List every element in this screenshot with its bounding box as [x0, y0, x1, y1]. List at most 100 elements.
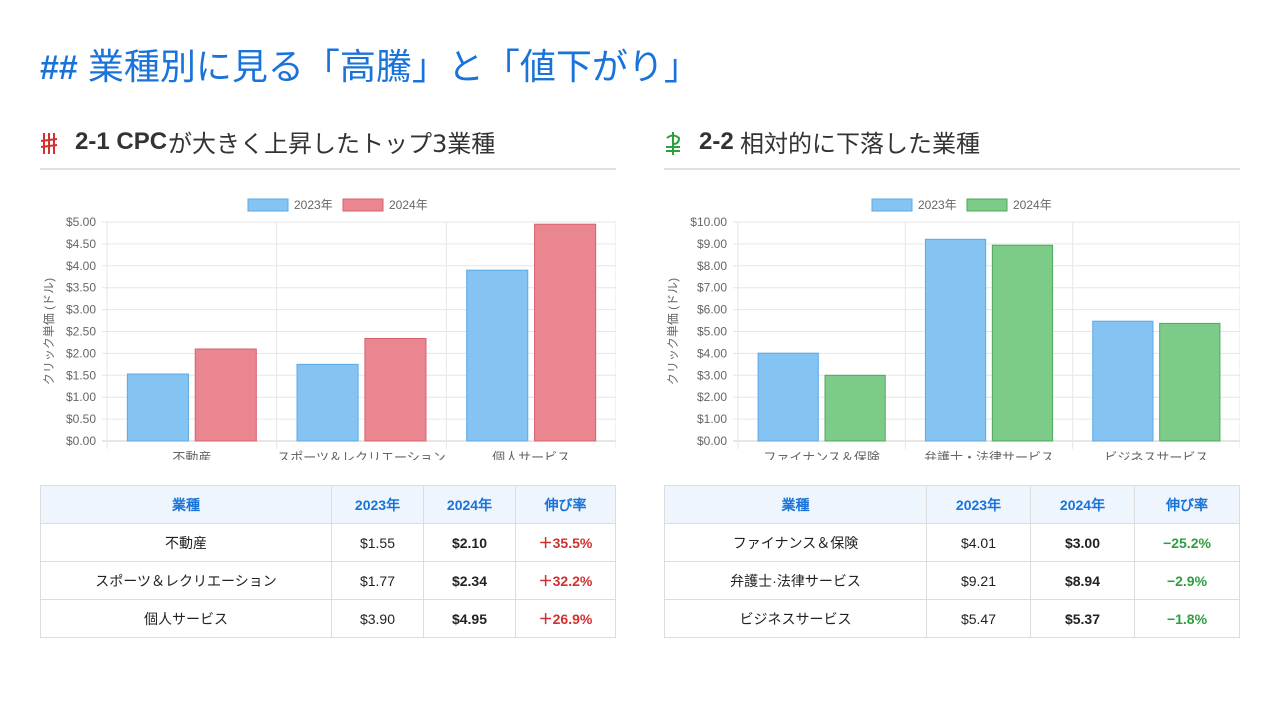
cell-industry: スポーツ＆レクリエーション	[40, 561, 332, 600]
cell-industry: 不動産	[40, 523, 332, 562]
y-tick-label: $4.50	[66, 237, 96, 251]
rising-table: 業種 2023年 2024年 伸び率 不動産 $1.55 $2.10 ＋35.5…	[40, 485, 616, 638]
cell-2024: $8.94	[1030, 561, 1135, 600]
cell-2023: $1.55	[331, 523, 424, 562]
y-tick-label: $7.00	[697, 281, 727, 295]
panel-rising: 2-1 CPC が大きく上昇したトップ3業種 2023年 2024年 $0.00 $0…	[40, 118, 616, 648]
y-tick-label: $3.00	[697, 368, 727, 382]
legend-label: 2023年	[918, 198, 957, 212]
cpc-rising-bar-chart: 2023年 2024年 $0.00 $0.50 $1.00 $1.50 $2.00 $2.50…	[42, 198, 616, 460]
trend-up-icon	[40, 133, 58, 154]
cell-2024: $4.95	[423, 599, 516, 638]
bar	[296, 363, 359, 442]
col-header-2024: 2024年	[1030, 485, 1135, 524]
cell-2023: $1.77	[331, 561, 424, 600]
cell-growth: ＋35.5%	[515, 523, 616, 562]
legend-swatch	[871, 198, 913, 212]
bar	[364, 338, 427, 442]
col-header-industry: 業種	[40, 485, 332, 524]
y-tick-label: $2.00	[66, 346, 96, 360]
bar	[1159, 322, 1221, 442]
bar	[924, 238, 987, 442]
cell-industry: ビジネスサービス	[664, 599, 927, 638]
cell-growth: ＋32.2%	[515, 561, 616, 600]
y-tick-label: $0.00	[66, 434, 96, 448]
bar	[194, 348, 257, 442]
section-header-falling: 2-2 相対的に下落した業種	[664, 118, 1240, 170]
page-title: ## 業種別に見る「高騰」と「値下がり」	[40, 38, 700, 88]
col-header-growth: 伸び率	[1134, 485, 1240, 524]
y-tick-label: $6.00	[697, 303, 727, 317]
col-header-industry: 業種	[664, 485, 927, 524]
section-number: 2-1 CPC	[75, 128, 168, 155]
col-header-2023: 2023年	[331, 485, 424, 524]
bar	[757, 352, 819, 442]
panel-falling: 2-2 相対的に下落した業種 2023年 2024年 $0.00 $1.00 $2.00…	[664, 118, 1240, 648]
cell-growth: −25.2%	[1134, 523, 1240, 562]
legend-swatch	[247, 198, 289, 212]
bar	[126, 373, 189, 442]
legend-label: 2024年	[1013, 198, 1052, 212]
bar	[824, 374, 886, 442]
y-tick-label: $5.00	[66, 215, 96, 229]
cell-growth: ＋26.9%	[515, 599, 616, 638]
section-header-rising: 2-1 CPC が大きく上昇したトップ3業種	[40, 118, 616, 170]
y-tick-label: $2.00	[697, 390, 727, 404]
cell-2024: $2.34	[423, 561, 516, 600]
cell-2023: $5.47	[926, 599, 1031, 638]
x-tick-label: 個人サービス	[492, 450, 570, 460]
bar	[1092, 320, 1154, 442]
legend-label: 2023年	[294, 198, 333, 212]
col-header-2024: 2024年	[423, 485, 516, 524]
x-tick-label: スポーツ＆レクリエーション	[277, 450, 445, 460]
falling-table: 業種 2023年 2024年 伸び率 ファイナンス＆保険 $4.01 $3.00…	[664, 485, 1240, 638]
bar	[534, 223, 597, 442]
y-tick-label: $9.00	[697, 237, 727, 251]
cell-2024: $3.00	[1030, 523, 1135, 562]
cell-2024: $5.37	[1030, 599, 1135, 638]
y-tick-label: $8.00	[697, 259, 727, 273]
y-tick-label: $1.00	[66, 390, 96, 404]
y-tick-label: $4.00	[66, 259, 96, 273]
table-row: 不動産 $1.55 $2.10 ＋35.5%	[40, 523, 616, 562]
legend-swatch	[966, 198, 1008, 212]
y-tick-label: $1.50	[66, 368, 96, 382]
y-axis-label: クリック単価 (ドル)	[666, 278, 680, 385]
table-header-row: 業種 2023年 2024年 伸び率	[664, 485, 1240, 524]
bar	[466, 269, 529, 442]
cpc-falling-bar-chart: 2023年 2024年 $0.00 $1.00 $2.00 $3.00 $4.00 $5.00…	[666, 198, 1240, 460]
y-tick-label: $1.00	[697, 412, 727, 426]
cell-growth: −1.8%	[1134, 599, 1240, 638]
legend-label: 2024年	[389, 198, 428, 212]
x-tick-label: 不動産	[172, 450, 211, 460]
y-tick-label: $3.00	[66, 303, 96, 317]
x-tick-label: 弁護士・法律サービス	[924, 450, 1054, 460]
col-header-growth: 伸び率	[515, 485, 616, 524]
cell-2023: $9.21	[926, 561, 1031, 600]
title-text: 業種別に見る「高騰」と「値下がり」	[87, 47, 700, 88]
y-axis-label: クリック単価 (ドル)	[42, 278, 56, 385]
y-tick-label: $4.00	[697, 346, 727, 360]
section-title: が大きく上昇したトップ3業種	[168, 130, 496, 158]
y-tick-label: $0.00	[697, 434, 727, 448]
x-tick-label: ビジネスサービス	[1104, 450, 1208, 460]
y-tick-label: $3.50	[66, 281, 96, 295]
section-number: 2-2	[699, 128, 734, 155]
cell-growth: −2.9%	[1134, 561, 1240, 600]
table-row: スポーツ＆レクリエーション $1.77 $2.34 ＋32.2%	[40, 561, 616, 600]
y-tick-label: $10.00	[690, 215, 727, 229]
section-title: 相対的に下落した業種	[740, 130, 980, 158]
cell-2024: $2.10	[423, 523, 516, 562]
y-tick-label: $0.50	[66, 412, 96, 426]
y-tick-label: $5.00	[697, 325, 727, 339]
trend-down-icon	[666, 132, 681, 155]
table-header-row: 業種 2023年 2024年 伸び率	[40, 485, 616, 524]
title-hash: ##	[40, 49, 78, 87]
table-row: ファイナンス＆保険 $4.01 $3.00 −25.2%	[664, 523, 1240, 562]
cell-industry: 弁護士·法律サービス	[664, 561, 927, 600]
legend-swatch	[342, 198, 384, 212]
x-tick-label: ファイナンス＆保険	[763, 450, 879, 460]
table-row: ビジネスサービス $5.47 $5.37 −1.8%	[664, 599, 1240, 638]
cell-2023: $3.90	[331, 599, 424, 638]
table-row: 個人サービス $3.90 $4.95 ＋26.9%	[40, 599, 616, 638]
